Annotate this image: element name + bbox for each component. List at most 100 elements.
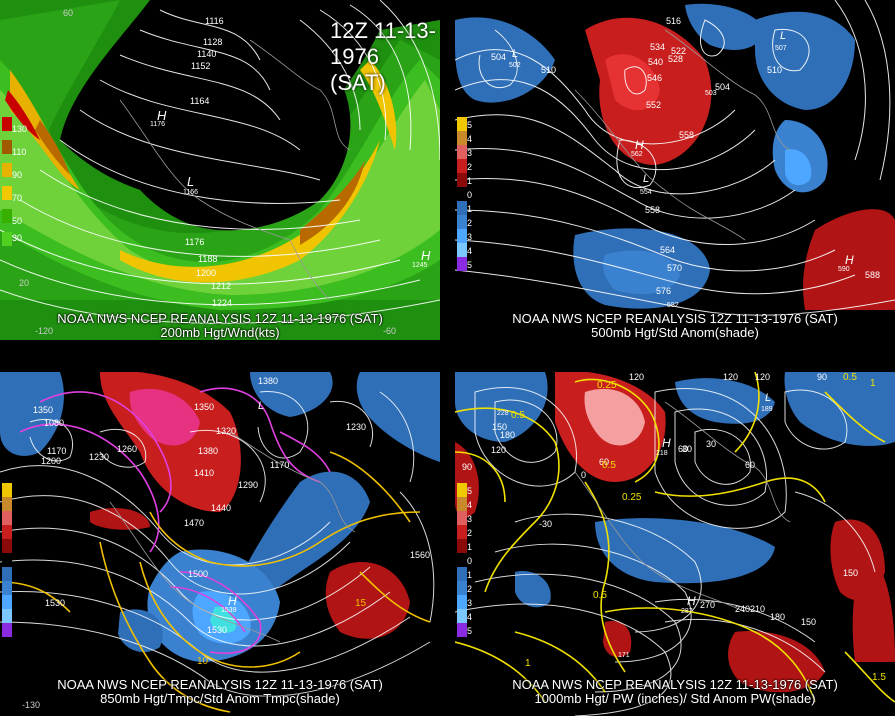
pw-label: 0.5 <box>843 372 857 383</box>
contour-label: 1200 <box>196 268 217 278</box>
low-center-value: 502 <box>509 62 521 69</box>
grid-tick: 60 <box>63 8 74 18</box>
grid-tick: -60 <box>383 326 397 336</box>
legend-swatch <box>2 595 12 609</box>
panel-caption: NOAA NWS NCEP REANALYSIS 12Z 11-13-1976 … <box>455 312 895 340</box>
caption-source: NOAA NWS NCEP REANALYSIS 12Z 11-13-1976 … <box>57 311 383 326</box>
contour-label: 1170 <box>47 446 67 456</box>
contour-label: 1152 <box>191 61 211 71</box>
temp-label: 15 <box>355 598 367 609</box>
legend-label: 50 <box>12 216 23 226</box>
contour-label: 558 <box>679 130 695 140</box>
contour-label: 60 <box>745 460 756 470</box>
contour-label: 1530 <box>207 625 228 635</box>
panel-850mb: 1350 1350 1080 1170 1200 1230 1260 1380 … <box>0 372 440 716</box>
contour-label: 240 <box>735 604 751 614</box>
pw-label: 1 <box>525 658 531 669</box>
legend-swatch <box>2 209 12 223</box>
contour-label: 1230 <box>89 452 110 462</box>
caption-field: 200mb Hgt/Wnd(kts) <box>160 325 280 340</box>
contour-label: 30 <box>682 444 693 454</box>
low-center-value: 503 <box>705 90 717 97</box>
pw-label: 0.5 <box>593 590 607 601</box>
contour-label: 150 <box>492 422 508 432</box>
legend-swatch <box>457 159 467 173</box>
legend-label: 2 <box>467 218 473 228</box>
low-center-value: 507 <box>775 45 787 52</box>
legend-swatch <box>457 581 467 595</box>
legend-swatch <box>457 609 467 623</box>
legend-swatch <box>457 229 467 243</box>
contour-label: 564 <box>660 245 676 255</box>
legend-swatch <box>457 215 467 229</box>
panel-200mb: 12Z 11-13-1976 (SAT) 130 110 90 70 50 30… <box>0 0 440 340</box>
low-center-symbol: L <box>765 392 772 404</box>
contour-label: 504 <box>491 52 507 62</box>
legend-swatch <box>457 131 467 145</box>
contour-label: 1380 <box>198 446 219 456</box>
contour-label: 1128 <box>203 37 223 47</box>
high-center-value: 590 <box>838 266 850 273</box>
legend-label: 130 <box>12 124 28 134</box>
pw-label: 0.25 <box>622 492 642 503</box>
legend-swatch <box>2 525 12 539</box>
contour-label: 90 <box>817 372 828 382</box>
high-center-value: 1245 <box>412 262 428 269</box>
contour-label: 120 <box>491 445 507 455</box>
high-center-value: 287 <box>681 608 693 615</box>
contour-label: 120 <box>755 372 771 382</box>
contour-label: 1224 <box>212 298 233 308</box>
legend-swatch <box>457 511 467 525</box>
high-center-symbol: H <box>157 108 167 123</box>
contour-label: 546 <box>647 73 663 83</box>
legend-label: 4 <box>467 612 473 622</box>
contour-label: 1290 <box>238 480 259 490</box>
legend-label: 30 <box>12 233 23 243</box>
legend-swatch <box>457 117 467 131</box>
high-center-value: 1539 <box>221 607 237 614</box>
contour-label: 1170 <box>270 460 290 470</box>
legend-label: 0 <box>467 190 473 200</box>
legend-swatch <box>457 201 467 215</box>
caption-field: 500mb Hgt/Std Anom(shade) <box>591 325 759 340</box>
legend-swatch <box>457 243 467 257</box>
contour-label: 540 <box>648 57 664 67</box>
caption-field: 850mb Hgt/Tmpc/Std Anom Tmpc(shade) <box>100 691 340 706</box>
panel-caption: NOAA NWS NCEP REANALYSIS 12Z 11-13-1976 … <box>0 312 440 340</box>
contour-label: 1212 <box>211 281 232 291</box>
legend-swatch <box>457 553 467 567</box>
legend-swatch <box>2 140 12 154</box>
caption-source: NOAA NWS NCEP REANALYSIS 12Z 11-13-1976 … <box>512 311 838 326</box>
high-center-symbol: H <box>687 594 696 608</box>
legend-label: 0 <box>467 556 473 566</box>
contour-label: 570 <box>667 263 683 273</box>
contour-label: 1260 <box>117 444 138 454</box>
legend-swatch <box>457 497 467 511</box>
legend-label: 5 <box>467 626 473 636</box>
contour-label: 588 <box>865 270 881 280</box>
legend-label: 3 <box>467 232 473 242</box>
caption-source: NOAA NWS NCEP REANALYSIS 12Z 11-13-1976 … <box>57 677 383 692</box>
legend-swatch <box>457 567 467 581</box>
contour-label: 1440 <box>211 503 232 513</box>
high-center-symbol: H <box>635 138 644 152</box>
contour-label: 1320 <box>216 426 237 436</box>
legend-swatch <box>457 623 467 637</box>
map-1000mb <box>455 372 895 716</box>
contour-label: 1176 <box>185 237 205 247</box>
pw-label: 0.25 <box>597 380 617 391</box>
legend-label: 5 <box>467 260 473 270</box>
legend-swatch <box>2 539 12 553</box>
high-center-value: 218 <box>656 450 668 457</box>
contour-label: 1164 <box>190 96 210 106</box>
pw-label: 1.5 <box>872 672 886 683</box>
legend-swatch <box>457 483 467 497</box>
high-center-value: 228 <box>497 410 509 417</box>
contour-label: 576 <box>656 286 672 296</box>
legend-swatch <box>2 483 12 497</box>
low-center-symbol: L <box>258 400 265 412</box>
high-center-symbol: H <box>421 248 431 263</box>
legend-swatch <box>2 609 12 623</box>
legend-swatch <box>2 117 12 131</box>
legend-swatch <box>457 525 467 539</box>
